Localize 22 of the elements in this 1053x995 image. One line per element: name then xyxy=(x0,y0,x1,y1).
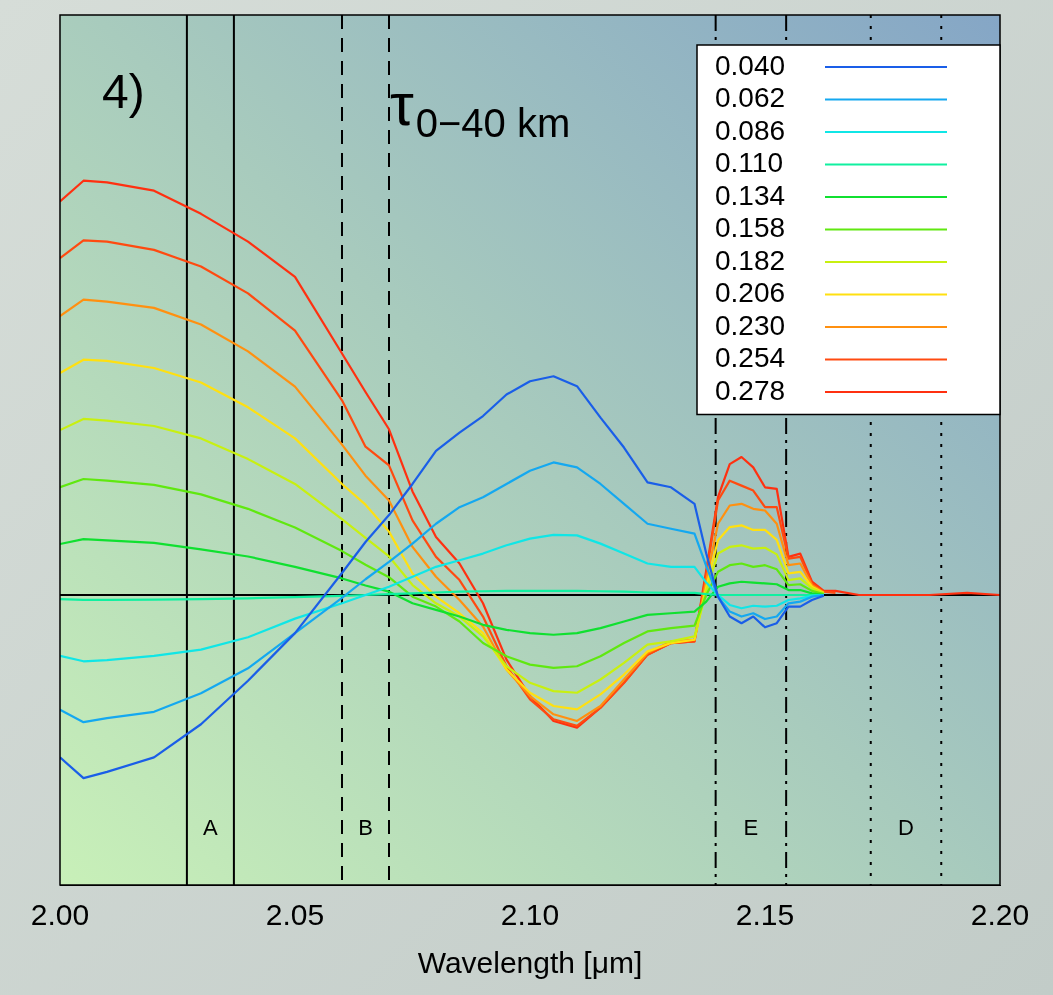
legend-label: 0.230 xyxy=(715,309,786,341)
x-tick-label: 2.05 xyxy=(265,898,325,932)
x-tick-label: 2.15 xyxy=(735,898,795,932)
legend-label: 0.278 xyxy=(715,374,786,406)
legend-label: 0.040 xyxy=(715,49,786,81)
x-tick-label: 2.00 xyxy=(30,898,90,932)
text: 4) xyxy=(102,65,145,119)
x-tick-label: 2.10 xyxy=(500,898,560,932)
legend-label: 0.086 xyxy=(715,114,786,146)
legend-label: 0.206 xyxy=(715,277,786,309)
legend-label: 0.254 xyxy=(715,342,786,374)
text: B xyxy=(358,815,373,841)
legend-label: 0.182 xyxy=(715,244,786,276)
x-tick-label: 2.20 xyxy=(970,898,1030,932)
legend-label: 0.110 xyxy=(715,147,783,179)
text: D xyxy=(898,815,914,841)
legend-label: 0.062 xyxy=(715,82,786,114)
x-axis-title: Wavelength [μm] xyxy=(417,946,643,980)
text: E xyxy=(743,815,759,841)
legend-label: 0.134 xyxy=(715,179,786,211)
legend-label: 0.158 xyxy=(715,212,786,244)
text: A xyxy=(203,815,219,841)
